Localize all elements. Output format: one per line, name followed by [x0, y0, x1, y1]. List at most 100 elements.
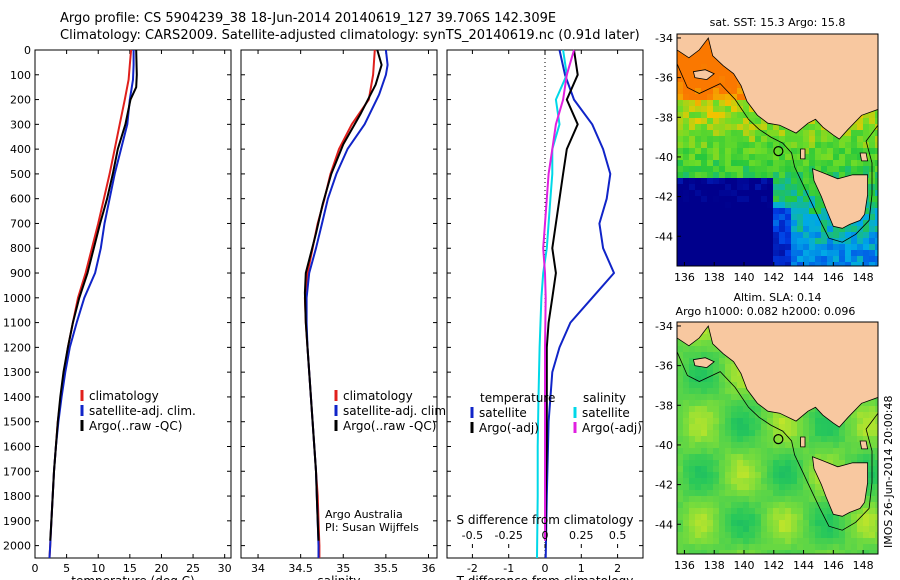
land	[859, 440, 869, 450]
legend-label: Argo(-adj)	[582, 421, 642, 435]
y-tick-label: 800	[10, 242, 31, 255]
map-y-tick-label: -40	[655, 151, 673, 164]
y-tick-label: 1700	[3, 465, 31, 478]
land	[859, 152, 869, 162]
x-tick-label: 25	[186, 562, 200, 575]
x-tick-label: 10	[91, 562, 105, 575]
y-tick-label: 1200	[3, 341, 31, 354]
map-x-tick-label: 142	[763, 559, 784, 572]
x-tick-label: 20	[154, 562, 168, 575]
series-line	[303, 49, 383, 541]
argo-marker	[773, 434, 784, 445]
t-tick-label: 2	[614, 562, 621, 575]
map-x-tick-label: 138	[704, 271, 725, 284]
map-y-tick-label: -38	[655, 399, 673, 412]
x-tick-label: 34	[251, 562, 265, 575]
legend-label: satellite-adj. clim.	[343, 404, 450, 418]
t-tick-label: -2	[467, 562, 478, 575]
isobath	[677, 351, 878, 531]
map-field	[677, 34, 878, 266]
map-frame	[676, 321, 879, 555]
map-x-tick-label: 140	[734, 559, 755, 572]
legend-title: salinity	[583, 391, 626, 405]
x-tick-label: 5	[63, 562, 70, 575]
map-y-tick-label: -44	[655, 518, 673, 531]
y-tick-label: 200	[10, 94, 31, 107]
map-y-tick-label: -42	[655, 479, 673, 492]
title-line-1: Argo profile: CS 5904239_38 18-Jun-2014 …	[60, 11, 557, 26]
map-y-tick-label: -44	[655, 230, 673, 243]
map-x-tick-label: 142	[763, 271, 784, 284]
legend-label: Argo(..raw -QC)	[89, 419, 182, 433]
x-tick-label: 30	[218, 562, 232, 575]
map-y-tick-label: -36	[655, 360, 673, 373]
y-tick-label: 1600	[3, 440, 31, 453]
map-y-tick-label: -38	[655, 111, 673, 124]
s-tick-label: -0.5	[462, 529, 483, 542]
isobath	[677, 63, 878, 243]
map-y-tick-label: -42	[655, 191, 673, 204]
legend-label: satellite	[479, 406, 527, 420]
t-tick-label: -1	[503, 562, 514, 575]
x-axis-label: T difference from climatology	[456, 574, 634, 580]
y-tick-label: 0	[24, 44, 31, 57]
axes-box	[34, 49, 232, 559]
legend-label: climatology	[89, 389, 159, 403]
map-y-tick-label: -34	[655, 32, 673, 45]
y-tick-label: 700	[10, 217, 31, 230]
y-tick-label: 400	[10, 143, 31, 156]
legend-label: Argo(..raw -QC)	[343, 419, 436, 433]
map-x-tick-label: 148	[853, 559, 874, 572]
map-x-tick-label: 146	[823, 271, 844, 284]
series-line	[544, 49, 615, 559]
y-tick-label: 1900	[3, 515, 31, 528]
axes-box	[240, 49, 438, 559]
s-tick-label: 0	[542, 529, 549, 542]
y-tick-label: 1000	[3, 292, 31, 305]
s-tick-label: 0.25	[569, 529, 594, 542]
y-tick-label: 900	[10, 267, 31, 280]
map-y-tick-label: -34	[655, 320, 673, 333]
map-x-tick-label: 136	[674, 271, 695, 284]
title-line-2: Climatology: CARS2009. Satellite-adjuste…	[60, 28, 640, 43]
map-x-tick-label: 144	[793, 559, 814, 572]
series-line	[542, 49, 575, 541]
x-tick-label: 36	[421, 562, 435, 575]
map-x-tick-label: 138	[704, 559, 725, 572]
difference-panel: -2 -1 0 1 2T difference from climatology temp…	[446, 49, 644, 580]
s-tick-label: 0.5	[609, 529, 627, 542]
argo-marker	[773, 146, 784, 157]
land	[812, 456, 868, 517]
map-x-tick-label: 140	[734, 271, 755, 284]
map-subtitle: Argo h1000: 0.082 h2000: 0.096	[676, 305, 856, 318]
x-tick-label: 35	[336, 562, 350, 575]
x-tick-label: 0	[32, 562, 39, 575]
y-tick-label: 2000	[3, 540, 31, 553]
y-tick-label: 1300	[3, 366, 31, 379]
x-axis-label: temperature (deg C)	[71, 574, 194, 580]
land	[692, 357, 715, 369]
series-line	[544, 49, 579, 541]
y-tick-label: 1400	[3, 391, 31, 404]
land	[800, 148, 806, 160]
x-tick-label: 35.5	[374, 562, 399, 575]
x-tick-label: 34.5	[288, 562, 313, 575]
sla-map: 136 138 140 142 144 146 148 -34 -36 -38 -40 -42 -44 A…	[655, 291, 879, 572]
map-y-tick-label: -36	[655, 72, 673, 85]
y-tick-label: 600	[10, 193, 31, 206]
t-tick-label: 0	[542, 562, 549, 575]
legend-label: climatology	[343, 389, 413, 403]
s-tick-label: -0.25	[494, 529, 522, 542]
y-tick-label: 1800	[3, 490, 31, 503]
legend-label: satellite-adj. clim.	[89, 404, 196, 418]
x-axis-label: salinity	[317, 574, 360, 580]
x-tick-label: 15	[123, 562, 137, 575]
land	[800, 436, 806, 448]
y-tick-label: 500	[10, 168, 31, 181]
annotation-line: PI: Susan Wijffels	[325, 521, 419, 534]
annotation-line: Argo Australia	[325, 508, 403, 521]
legend-label: Argo(-adj)	[479, 421, 539, 435]
map-x-tick-label: 146	[823, 559, 844, 572]
s-axis-label: S difference from climatology	[457, 513, 634, 527]
